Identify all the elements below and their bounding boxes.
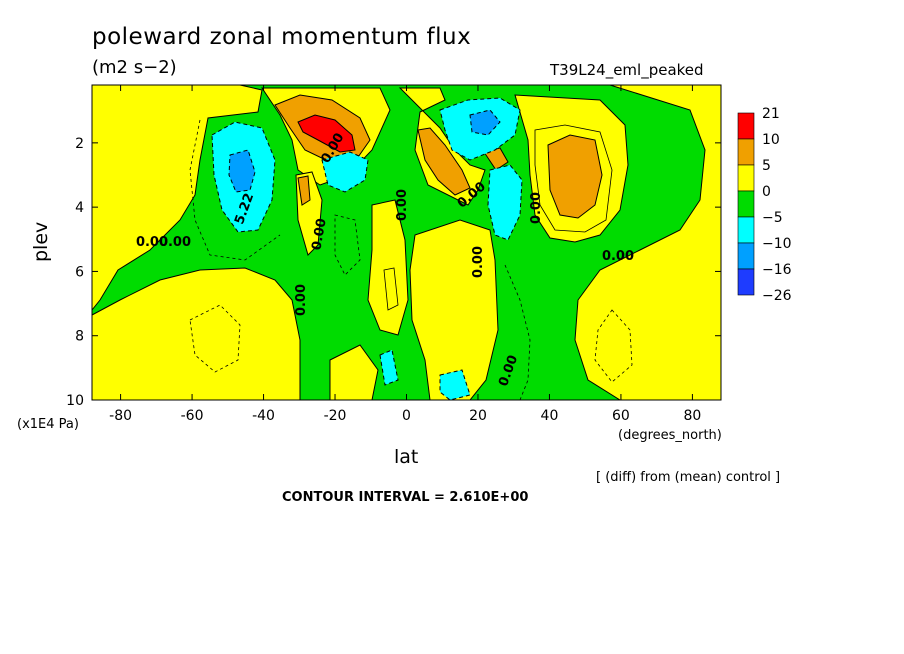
- x-tick-label: 40: [541, 408, 559, 424]
- colorbar-label: 21: [762, 106, 780, 122]
- y-tick-label: 8: [75, 329, 84, 345]
- colorbar-label: 0: [762, 184, 771, 200]
- contour-interval: CONTOUR INTERVAL = 2.610E+00: [282, 490, 529, 505]
- x-tick-label: -80: [109, 408, 132, 424]
- region-sh-lower: [92, 267, 301, 400]
- region-bottom-sh: [329, 344, 379, 400]
- x-tick-label: 80: [683, 408, 701, 424]
- x-axis-unit: (degrees_north): [618, 428, 722, 443]
- colorbar-swatch: [737, 268, 755, 296]
- colorbar-swatch: [737, 242, 755, 270]
- region-sh-blue: [228, 149, 256, 193]
- region-sh-small-orange: [297, 175, 311, 206]
- region-bottom-neg-2: [379, 349, 399, 386]
- negative-strong-regions: [228, 109, 501, 193]
- region-nh-trop-neg: [487, 164, 523, 241]
- region-sh-jet-red: [297, 114, 356, 153]
- x-tick-label: -60: [181, 408, 204, 424]
- colorbar-label: −5: [762, 210, 783, 226]
- colorbar-swatch: [737, 138, 755, 166]
- region-sh-trop-neg: [321, 151, 369, 193]
- solid-contours: [383, 124, 613, 311]
- axes: -80 -60 -40 -20 0 20 40 60 80 2 4 6 8 10: [66, 85, 721, 424]
- colorbar-label: −26: [762, 288, 792, 304]
- y-axis-unit: (x1E4 Pa): [17, 417, 79, 432]
- colorbar-swatch: [737, 190, 755, 218]
- run-label: T39L24_eml_peaked: [550, 61, 704, 79]
- y-tick-label: 2: [75, 136, 84, 152]
- footnote: [ (diff) from (mean) control ]: [596, 470, 781, 485]
- colorbar-swatch: [737, 216, 755, 244]
- colorbar-swatch: [737, 112, 755, 140]
- y-tick-label: 10: [66, 393, 84, 409]
- region-eq-orange: [417, 127, 471, 196]
- colorbar-label: −16: [762, 262, 792, 278]
- contour-label: 0.00: [159, 235, 191, 250]
- y-axis-label: plev: [30, 221, 52, 262]
- x-tick-label: -20: [324, 408, 347, 424]
- contour-label: 0.00: [602, 249, 634, 264]
- colorbar-label: 10: [762, 132, 780, 148]
- region-bottom-neg-1: [439, 369, 471, 400]
- contour-label: 0.00: [395, 189, 410, 221]
- region-eq-lower: [409, 219, 499, 400]
- region-mid-column: [367, 199, 409, 336]
- x-tick-label: 0: [402, 408, 411, 424]
- chart-title: poleward zonal momentum flux: [92, 24, 472, 50]
- colorbar-swatch: [737, 164, 755, 192]
- contour-label: 0.00: [529, 192, 544, 224]
- contour-label: 0.00: [309, 217, 329, 251]
- plot-area: 0.000.000.000.000.000.000.000.000.000.00…: [92, 85, 721, 400]
- region-eq-blue: [469, 109, 501, 136]
- x-tick-label: 60: [612, 408, 630, 424]
- colorbar: 21 10 5 0 −5 −10 −16 −26: [737, 106, 792, 304]
- contour-label: 0.00: [136, 235, 168, 250]
- colorbar-label: −10: [762, 236, 792, 252]
- y-tick-label: 4: [75, 200, 84, 216]
- chart-units: (m2 s−2): [92, 57, 177, 78]
- region-sh-high-lat: [92, 85, 263, 311]
- y-tick-label: 6: [75, 264, 84, 280]
- dashed-contours: [189, 119, 633, 400]
- x-tick-label: -40: [252, 408, 275, 424]
- x-axis-label: lat: [394, 446, 419, 468]
- colorbar-label: 5: [762, 158, 771, 174]
- contour-label: 0.00: [471, 246, 486, 278]
- region-nh-high-lat: [574, 85, 721, 400]
- contour-label: 0.00: [294, 284, 309, 316]
- x-tick-label: 20: [469, 408, 487, 424]
- region-nh-orange: [547, 134, 603, 219]
